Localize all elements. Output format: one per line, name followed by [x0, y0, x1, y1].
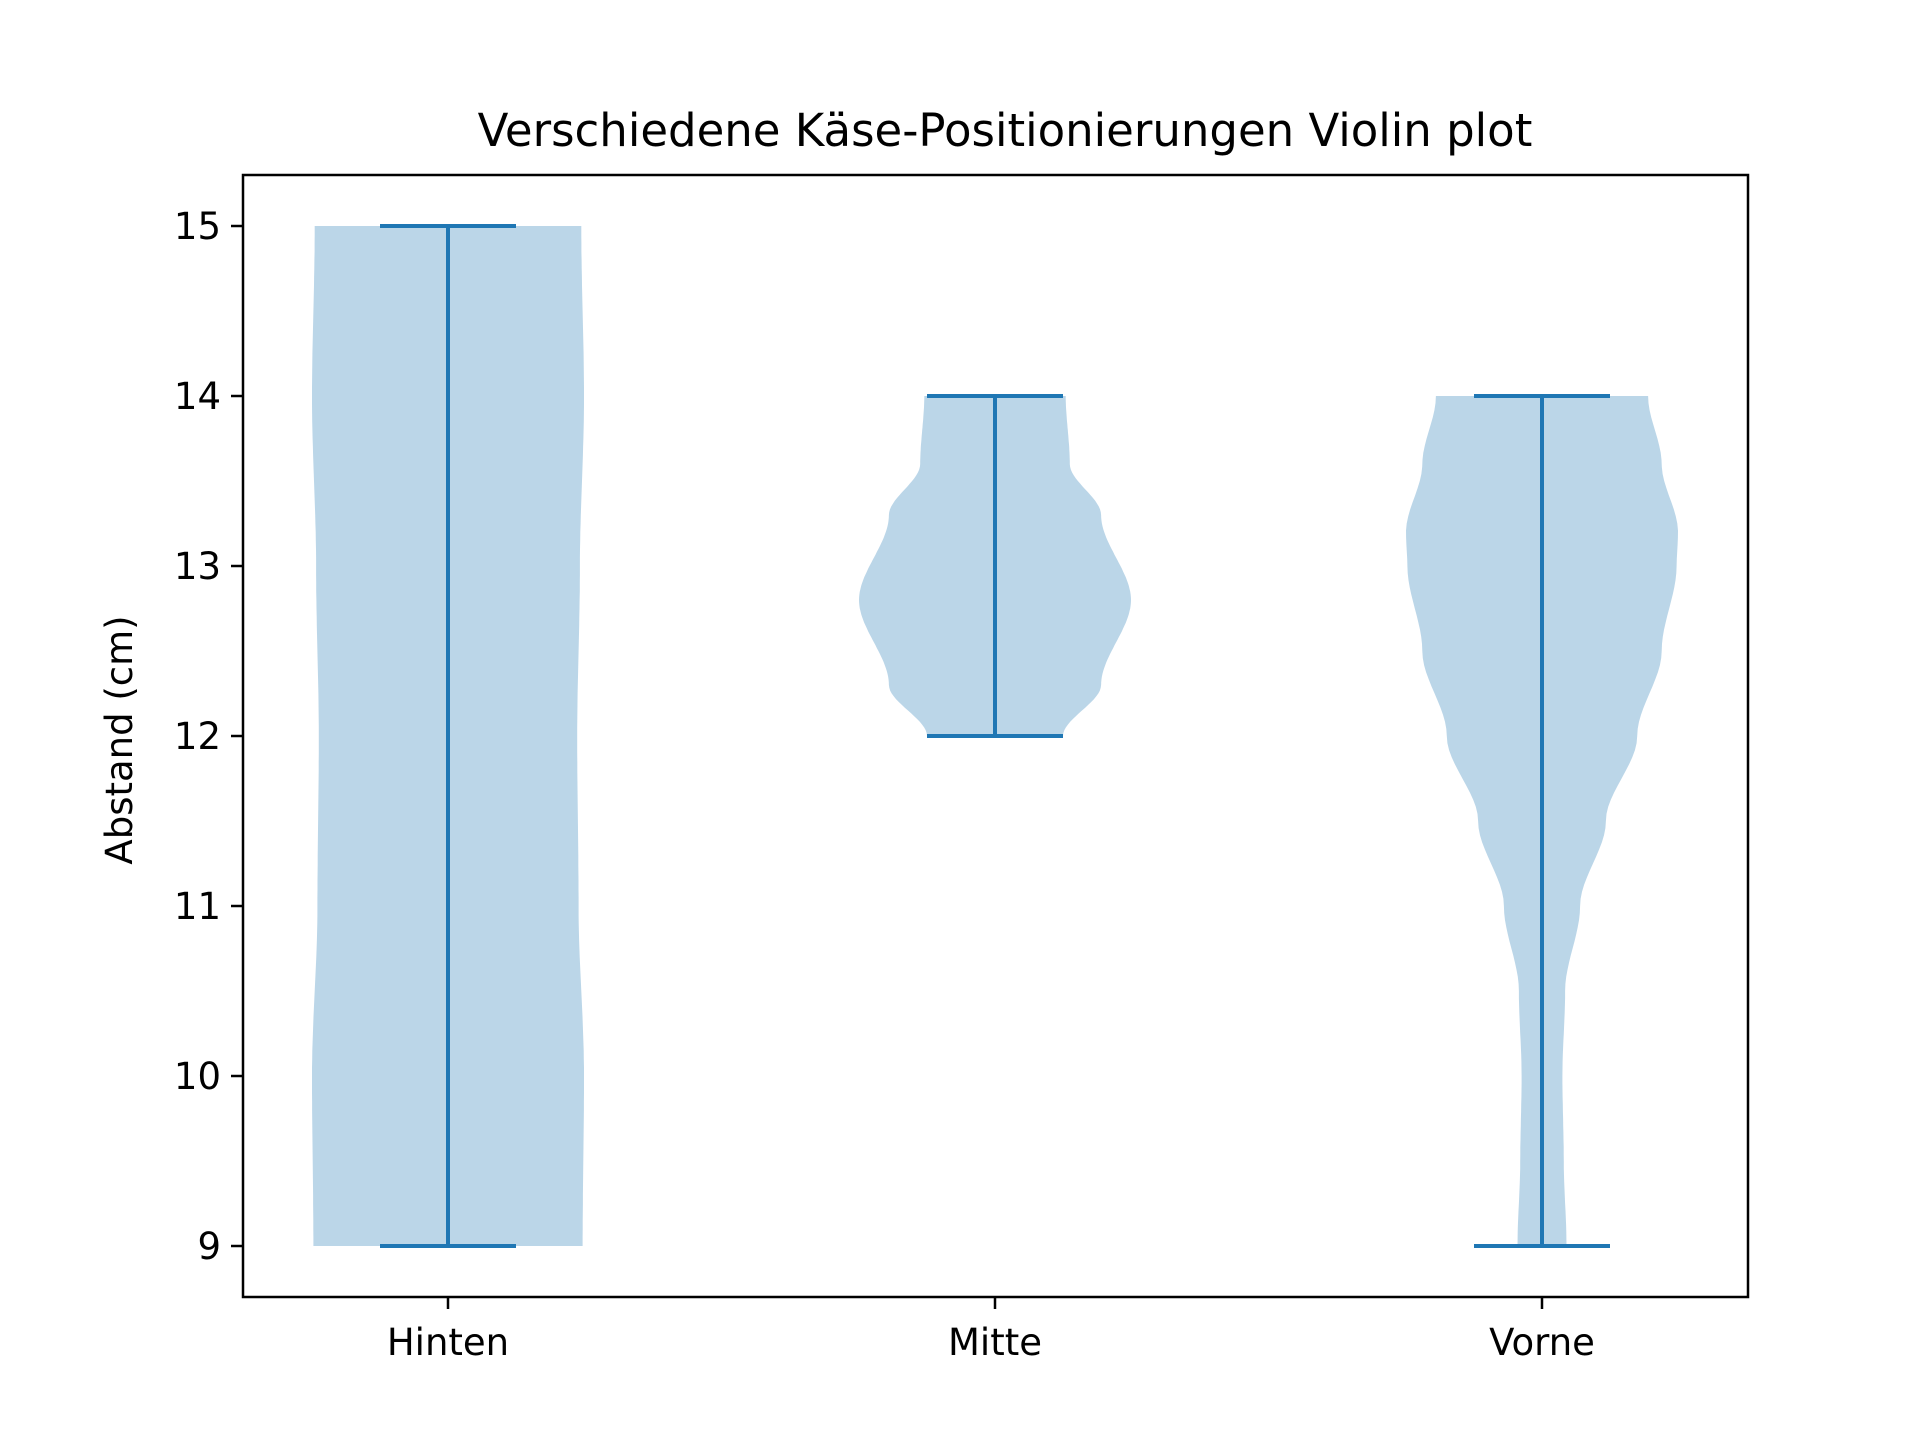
- y-tick-label: 9: [197, 1225, 221, 1268]
- y-tick-label: 13: [174, 545, 221, 588]
- y-tick-label: 10: [174, 1055, 221, 1098]
- violin-lines: [380, 224, 1610, 1248]
- y-tick-label: 14: [174, 375, 221, 418]
- x-tick-label: Hinten: [387, 1321, 509, 1364]
- y-axis-ticks: 9 10 11 12 13 14 15: [174, 205, 243, 1268]
- y-tick-label: 12: [174, 715, 221, 758]
- x-tick-label: Mitte: [948, 1321, 1042, 1364]
- y-tick-label: 15: [174, 205, 221, 248]
- x-axis-ticks: Hinten Mitte Vorne: [387, 1297, 1595, 1364]
- y-tick-label: 11: [174, 885, 221, 928]
- x-tick-label: Vorne: [1489, 1321, 1595, 1364]
- plot-frame: [241, 173, 1750, 1299]
- y-axis-label: Abstand (cm): [98, 615, 141, 864]
- chart-title: Verschiedene Käse-Positionierungen Violi…: [478, 104, 1533, 157]
